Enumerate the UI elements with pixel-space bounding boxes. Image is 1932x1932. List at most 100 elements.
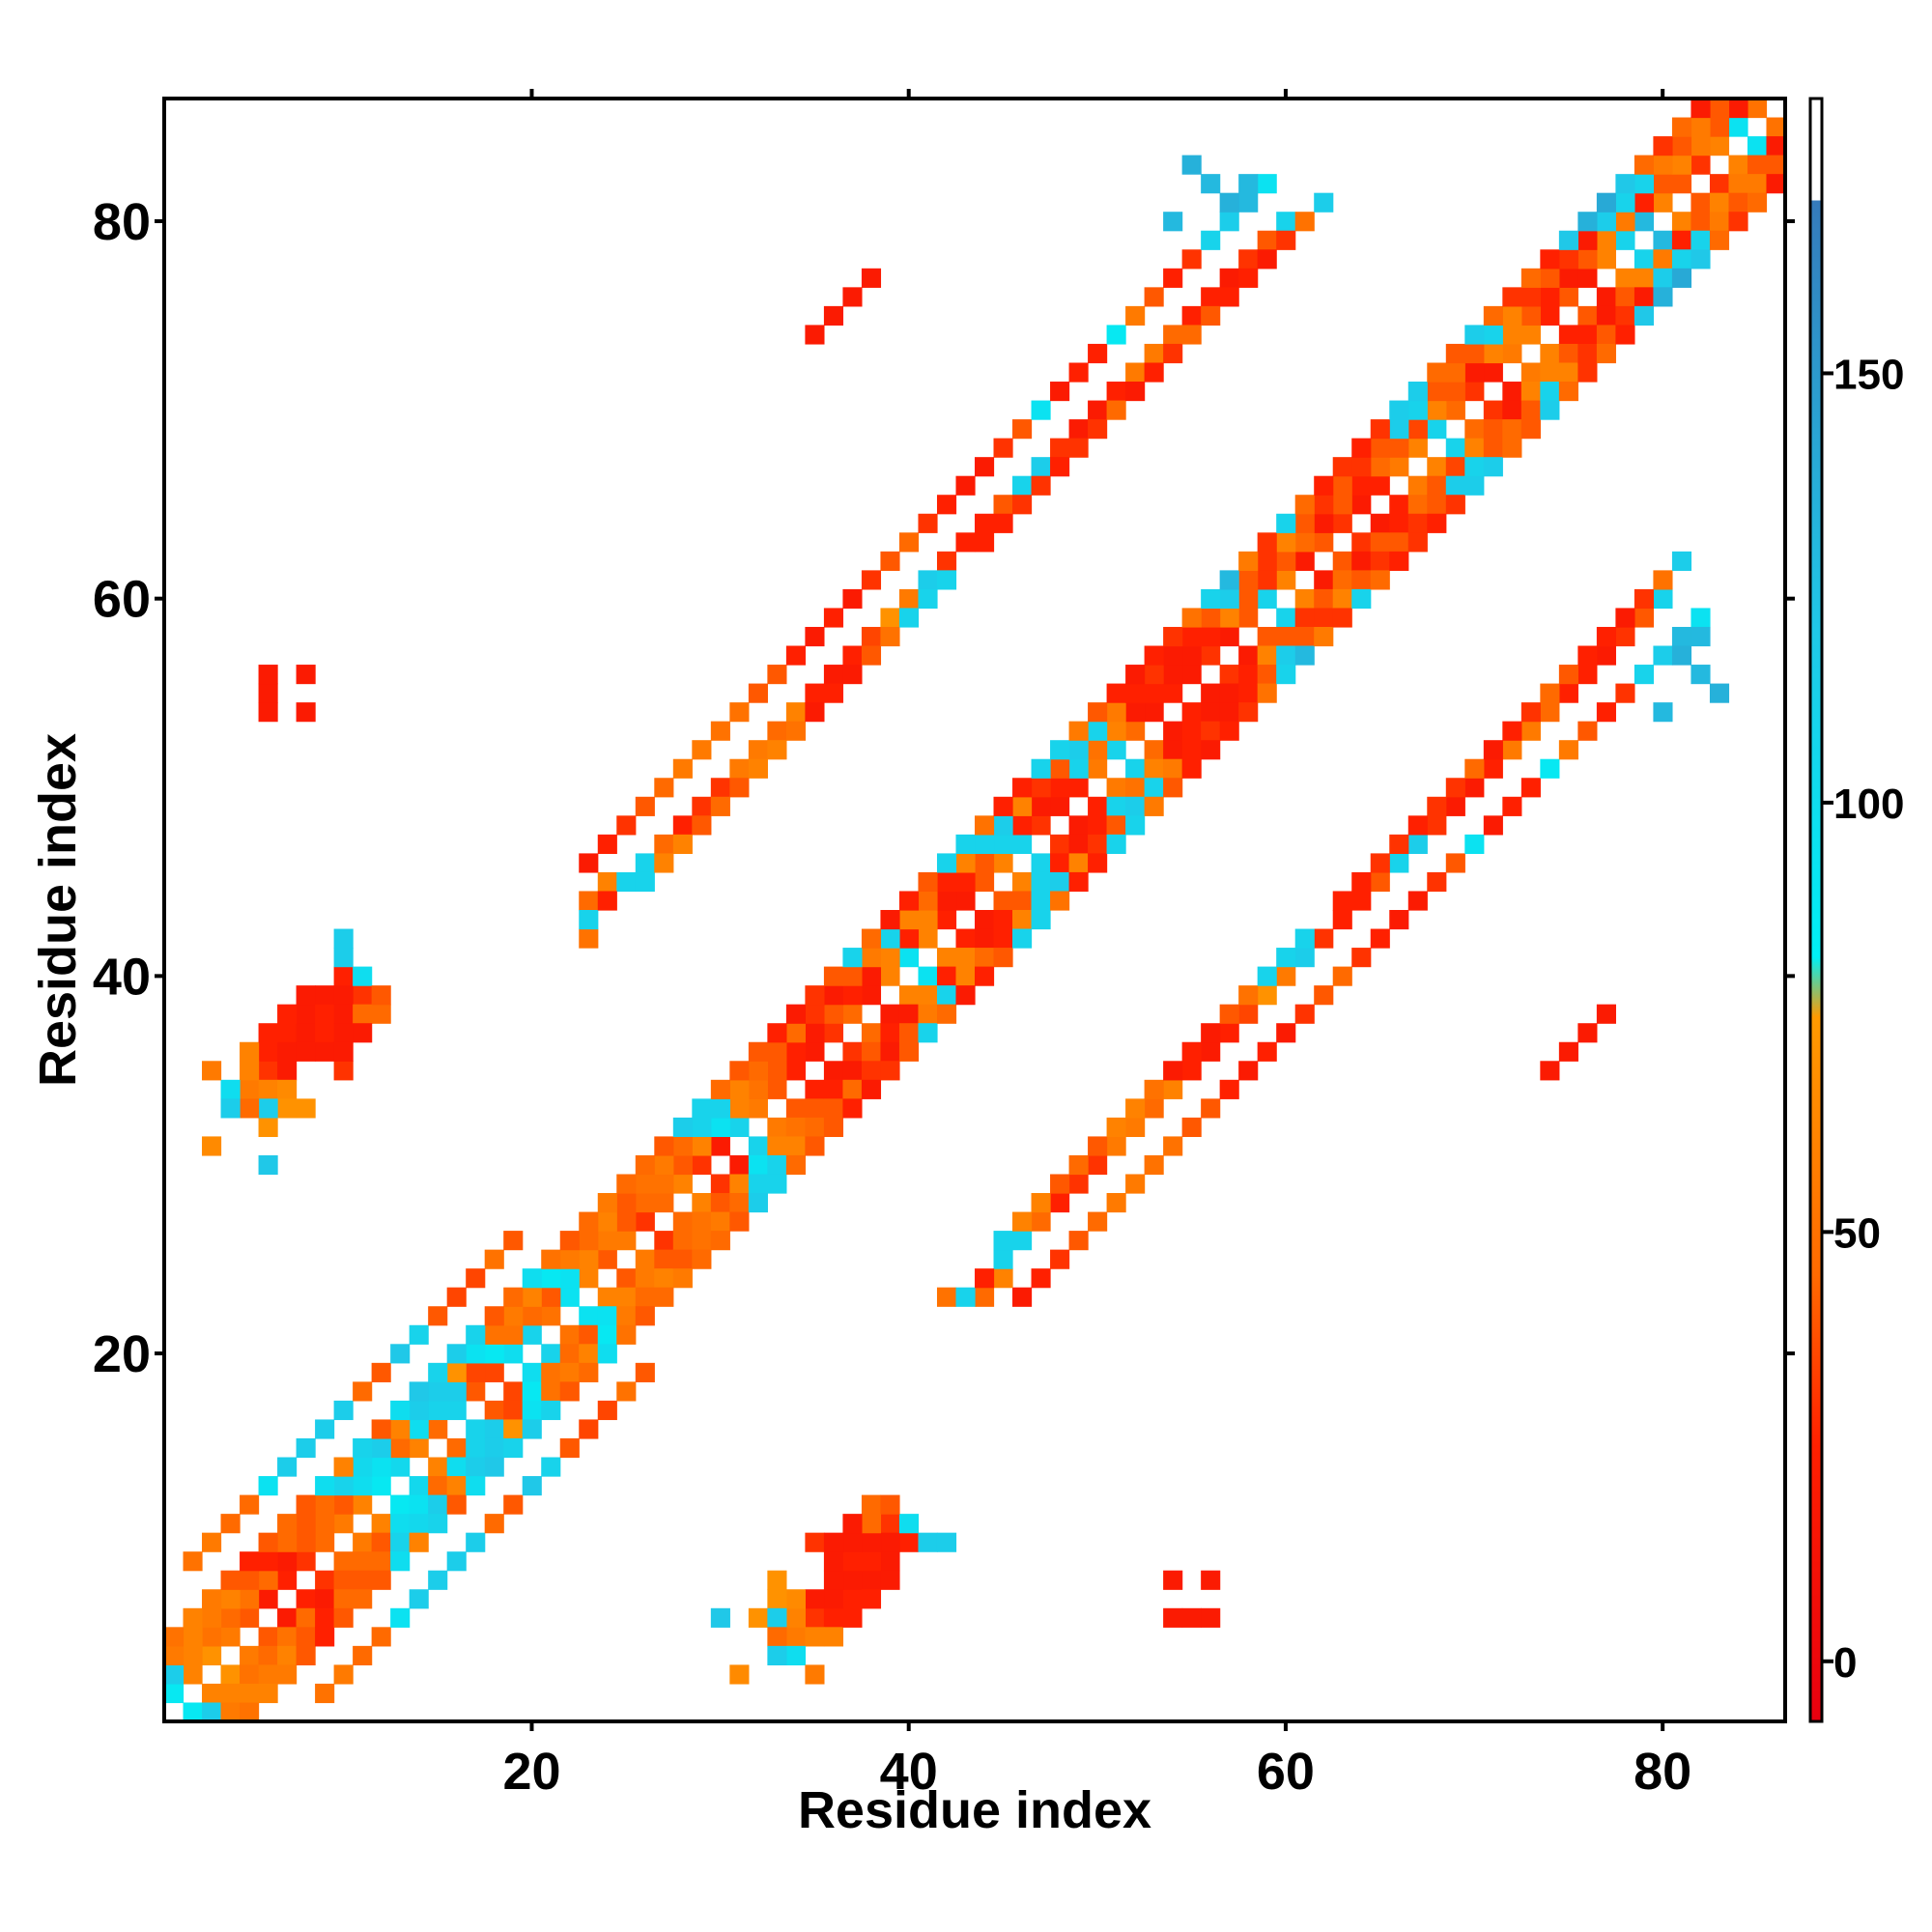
heat-cell — [484, 1362, 504, 1382]
heat-cell — [522, 1476, 542, 1496]
heat-cell — [1520, 702, 1541, 723]
heat-cell — [1464, 325, 1485, 345]
heat-cell — [1558, 382, 1578, 402]
heat-cell — [635, 1306, 655, 1326]
heat-cell — [446, 1287, 467, 1307]
heat-cell — [880, 608, 900, 628]
heat-cell — [729, 1211, 750, 1232]
heat-cell — [918, 1023, 938, 1043]
heat-cell — [975, 853, 995, 873]
heat-cell — [1068, 815, 1089, 836]
heat-cell — [805, 1664, 825, 1685]
heat-cell — [1294, 588, 1315, 610]
heat-cell — [1653, 287, 1673, 307]
heat-cell — [597, 1324, 617, 1345]
heat-cell — [975, 871, 995, 893]
heat-cell — [1653, 136, 1673, 156]
heat-cell — [654, 1287, 674, 1307]
heat-cell — [672, 758, 693, 779]
heat-cell — [1201, 626, 1221, 647]
heat-cell — [1653, 174, 1673, 194]
heat-cell — [1615, 230, 1635, 250]
heat-cell — [672, 1117, 693, 1138]
heat-cell — [1294, 948, 1315, 968]
heat-cell — [672, 1136, 693, 1156]
heat-cell — [240, 1607, 260, 1628]
heat-cell — [1407, 495, 1428, 515]
heat-cell — [1389, 438, 1409, 458]
heat-cell — [1483, 362, 1503, 383]
heat-cell — [823, 1098, 844, 1119]
heat-cell — [1520, 325, 1541, 345]
heat-cell — [1351, 570, 1372, 590]
heat-cell — [1690, 136, 1711, 156]
heat-cell — [861, 268, 882, 288]
heat-cell — [1106, 815, 1126, 836]
heat-cell — [1558, 1041, 1578, 1062]
heat-cell — [277, 1645, 298, 1665]
heat-cell — [1257, 570, 1277, 590]
heat-cell — [541, 1306, 561, 1326]
heat-cell — [1031, 815, 1051, 836]
heat-cell — [1181, 721, 1202, 741]
heat-cell — [1238, 174, 1259, 194]
heat-cell — [484, 1437, 504, 1459]
heat-cell — [1031, 758, 1051, 779]
heat-cell — [353, 1551, 373, 1572]
heat-cell — [202, 1645, 222, 1665]
heat-cell — [1653, 268, 1673, 288]
heat-cell — [1031, 400, 1051, 420]
colorbar-tick-label: 50 — [1833, 1209, 1881, 1257]
heat-cell — [975, 966, 995, 986]
heat-cell — [1483, 758, 1503, 779]
heat-cell — [729, 1061, 750, 1081]
heat-cell — [1201, 305, 1221, 327]
heat-cell — [277, 1098, 298, 1119]
heat-cell — [1294, 495, 1315, 515]
heat-cell — [1520, 400, 1541, 420]
heat-cell — [1181, 1607, 1202, 1628]
x-tick-label: 20 — [502, 1743, 560, 1801]
heat-cell — [767, 1174, 787, 1194]
heat-cell — [1314, 532, 1334, 553]
heat-cell — [842, 1514, 863, 1534]
heat-cell — [936, 1287, 957, 1307]
heat-cell — [277, 1041, 298, 1062]
heat-cell — [1596, 702, 1616, 723]
heat-cell — [842, 948, 863, 968]
heat-cell — [409, 1437, 429, 1459]
heat-cell — [767, 721, 787, 741]
heat-cell — [428, 1570, 448, 1590]
heat-cell — [296, 1004, 316, 1024]
heat-cell — [1747, 99, 1768, 119]
heat-cell — [805, 1041, 825, 1062]
heat-cell — [333, 966, 354, 986]
heat-cell — [315, 1683, 335, 1704]
heat-cell — [1332, 608, 1352, 628]
heat-cell — [1370, 513, 1390, 533]
heat-cell — [936, 985, 957, 1006]
heat-cell — [692, 1154, 712, 1176]
heat-cell — [390, 1437, 411, 1459]
heat-cell — [1690, 155, 1711, 175]
heat-cell — [692, 1117, 712, 1138]
heat-cell — [1690, 99, 1711, 119]
heat-cell — [1502, 740, 1522, 760]
heat-cell — [635, 1174, 655, 1194]
heat-cell — [729, 778, 750, 798]
heat-cell — [1690, 117, 1711, 137]
heat-cell — [955, 532, 976, 553]
heat-cell — [371, 1476, 391, 1496]
heat-cell — [1050, 853, 1070, 873]
heat-cell — [1332, 570, 1352, 590]
heat-cell — [955, 928, 976, 949]
heat-cell — [654, 1154, 674, 1176]
heat-cell — [918, 513, 938, 533]
heat-cell — [541, 1268, 561, 1289]
heat-cell — [1332, 551, 1352, 571]
heat-cell — [880, 1532, 900, 1552]
heat-cell — [466, 1324, 486, 1345]
heat-cell — [1257, 1041, 1277, 1062]
heat-cell — [635, 853, 655, 873]
heat-cell — [1257, 645, 1277, 666]
